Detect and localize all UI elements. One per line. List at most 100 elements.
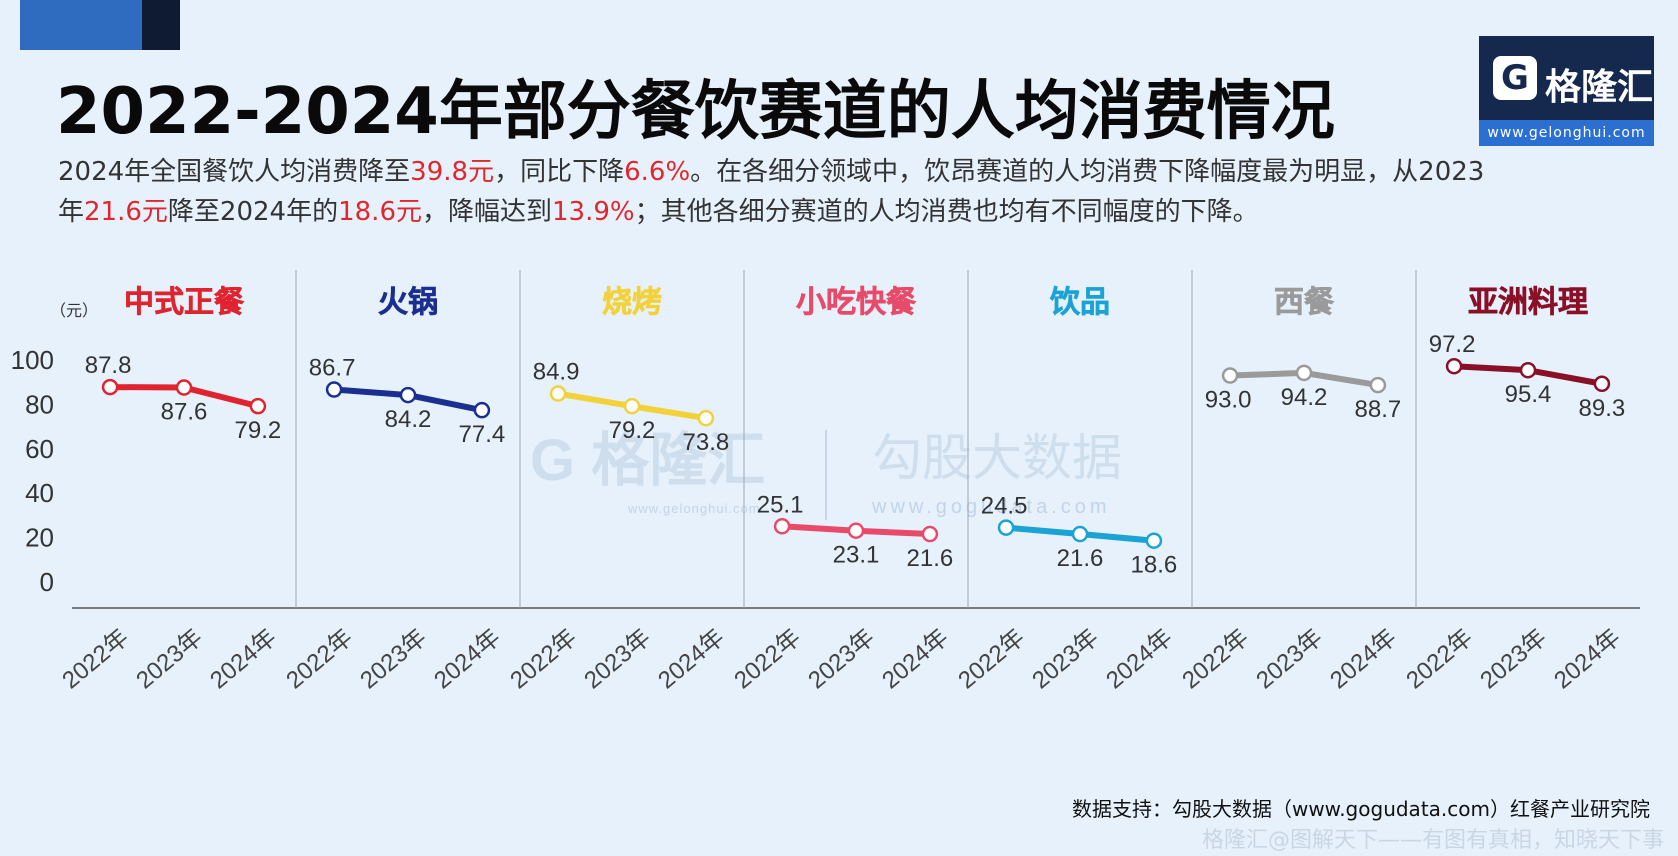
data-label: 77.4 (459, 421, 506, 448)
x-tick-label: 2024年 (1101, 624, 1178, 694)
data-label: 84.2 (385, 406, 432, 433)
data-point (101, 378, 119, 396)
data-label: 84.9 (533, 359, 580, 386)
data-point (847, 522, 865, 539)
series-title: 亚洲料理 (1468, 285, 1588, 320)
x-tick-label: 2022年 (281, 624, 358, 694)
data-point (1445, 357, 1463, 375)
series-title: 中式正餐 (124, 285, 245, 320)
x-tick-label: 2024年 (877, 624, 954, 694)
x-tick-label: 2023年 (1027, 624, 1104, 694)
data-label: 86.7 (309, 355, 356, 382)
series-title: 西餐 (1274, 285, 1335, 320)
y-tick-label: 20 (25, 523, 54, 553)
y-tick-label: 0 (40, 567, 54, 597)
x-tick-label: 2024年 (429, 624, 506, 694)
x-tick-label: 2023年 (579, 624, 656, 694)
data-label: 23.1 (833, 542, 880, 569)
data-label: 93.0 (1205, 387, 1252, 414)
data-label: 89.3 (1579, 395, 1626, 422)
data-point (1071, 525, 1089, 543)
data-label: 25.1 (757, 491, 804, 518)
data-label: 95.4 (1505, 381, 1552, 408)
series-title: 火锅 (378, 285, 438, 320)
data-label: 94.2 (1281, 384, 1328, 411)
desc-highlight: 13.9% (552, 197, 635, 227)
watermark-text: G 格隆汇 (530, 428, 765, 493)
logo-name: 格隆汇 (1545, 67, 1654, 108)
x-tick-label: 2022年 (1177, 624, 1254, 694)
line-chart: G 格隆汇 www.gelonghui.com 勾股大数据 www.gogudata.… (11, 270, 1640, 694)
data-point (997, 519, 1015, 536)
data-point (249, 397, 267, 415)
desc-segment: ，同比下降 (494, 157, 625, 187)
desc-segment: 。在各细分领域中，饮昂赛道的人均消费下降幅度最为明显，从2023年 (58, 157, 1485, 227)
brand-logo: G 格隆汇 www.gelonghui.com (1479, 36, 1654, 146)
data-label: 18.6 (1131, 552, 1178, 579)
desc-highlight: 6.6% (624, 157, 691, 187)
data-label: 21.6 (907, 545, 954, 572)
watermark-text: www.gogudata.com (871, 496, 1111, 518)
y-tick-label: 60 (25, 434, 54, 464)
data-point (773, 518, 791, 535)
data-point (1593, 375, 1611, 393)
page-title: 2022-2024年部分餐饮赛道的人均消费情况 (56, 75, 1335, 149)
data-point (1295, 364, 1313, 382)
data-label: 21.6 (1057, 545, 1104, 572)
x-tick-label: 2023年 (803, 624, 880, 694)
desc-segment: 2024年全国餐饮人均消费降至 (58, 157, 411, 187)
data-point (1519, 361, 1537, 379)
y-tick-label: 40 (25, 478, 54, 508)
logo-url: www.gelonghui.com (1479, 120, 1654, 146)
description-paragraph: 2024年全国餐饮人均消费降至39.8元，同比下降6.6%。在各细分领域中，饮昂… (58, 152, 1498, 232)
data-point (473, 401, 491, 419)
data-point (549, 385, 567, 402)
data-label: 24.5 (981, 493, 1028, 520)
x-tick-label: 2022年 (729, 624, 806, 694)
data-point (1145, 532, 1163, 549)
top-accent-bar (20, 0, 142, 50)
data-point (623, 397, 641, 415)
x-tick-label: 2022年 (953, 624, 1030, 694)
x-tick-label: 2024年 (1549, 624, 1626, 694)
data-label: 97.2 (1429, 331, 1476, 358)
x-tick-label: 2023年 (1475, 624, 1552, 694)
data-label: 73.8 (683, 429, 730, 456)
desc-highlight: 21.6元 (84, 197, 168, 227)
data-point (399, 386, 417, 404)
x-tick-label: 2022年 (57, 624, 134, 694)
watermark-text: www.gelonghui.com (627, 501, 761, 516)
y-tick-label: 100 (11, 345, 54, 375)
data-point (697, 409, 715, 427)
data-label: 87.8 (85, 352, 132, 379)
x-tick-label: 2024年 (205, 624, 282, 694)
data-point (1369, 376, 1387, 394)
data-point (921, 525, 939, 543)
footer-watermark: 格隆汇@图解天下——有图有真相，知晓天下事 (1201, 828, 1664, 853)
data-point (325, 381, 343, 398)
data-label: 88.7 (1355, 396, 1402, 423)
series-title: 饮品 (1049, 285, 1110, 320)
x-tick-label: 2023年 (1251, 624, 1328, 694)
desc-segment: 降至2024年的 (167, 197, 339, 227)
data-source: 数据支持：勾股大数据（www.gogudata.com）红餐产业研究院 (1071, 797, 1650, 821)
series-title: 烧烤 (602, 285, 662, 320)
desc-highlight: 18.6元 (338, 197, 422, 227)
data-point (1221, 367, 1239, 384)
x-tick-label: 2024年 (1325, 624, 1402, 694)
desc-segment: ，降幅达到 (422, 197, 553, 227)
data-label: 79.2 (609, 417, 656, 444)
data-label: 87.6 (161, 399, 208, 426)
data-label: 79.2 (235, 417, 282, 444)
desc-highlight: 39.8元 (410, 157, 495, 187)
series-title: 小吃快餐 (796, 285, 917, 320)
y-axis-unit: （元） (50, 301, 98, 320)
desc-segment: ；其他各细分赛道的人均消费也均有不同幅度的下降。 (634, 197, 1259, 227)
x-tick-label: 2023年 (355, 624, 432, 694)
logo-mark: G (1493, 56, 1537, 100)
x-tick-label: 2022年 (505, 624, 582, 694)
watermark-text: 勾股大数据 (872, 430, 1122, 486)
data-point (175, 379, 193, 396)
top-accent-bar-dark (142, 0, 180, 50)
x-tick-label: 2022年 (1401, 624, 1478, 694)
